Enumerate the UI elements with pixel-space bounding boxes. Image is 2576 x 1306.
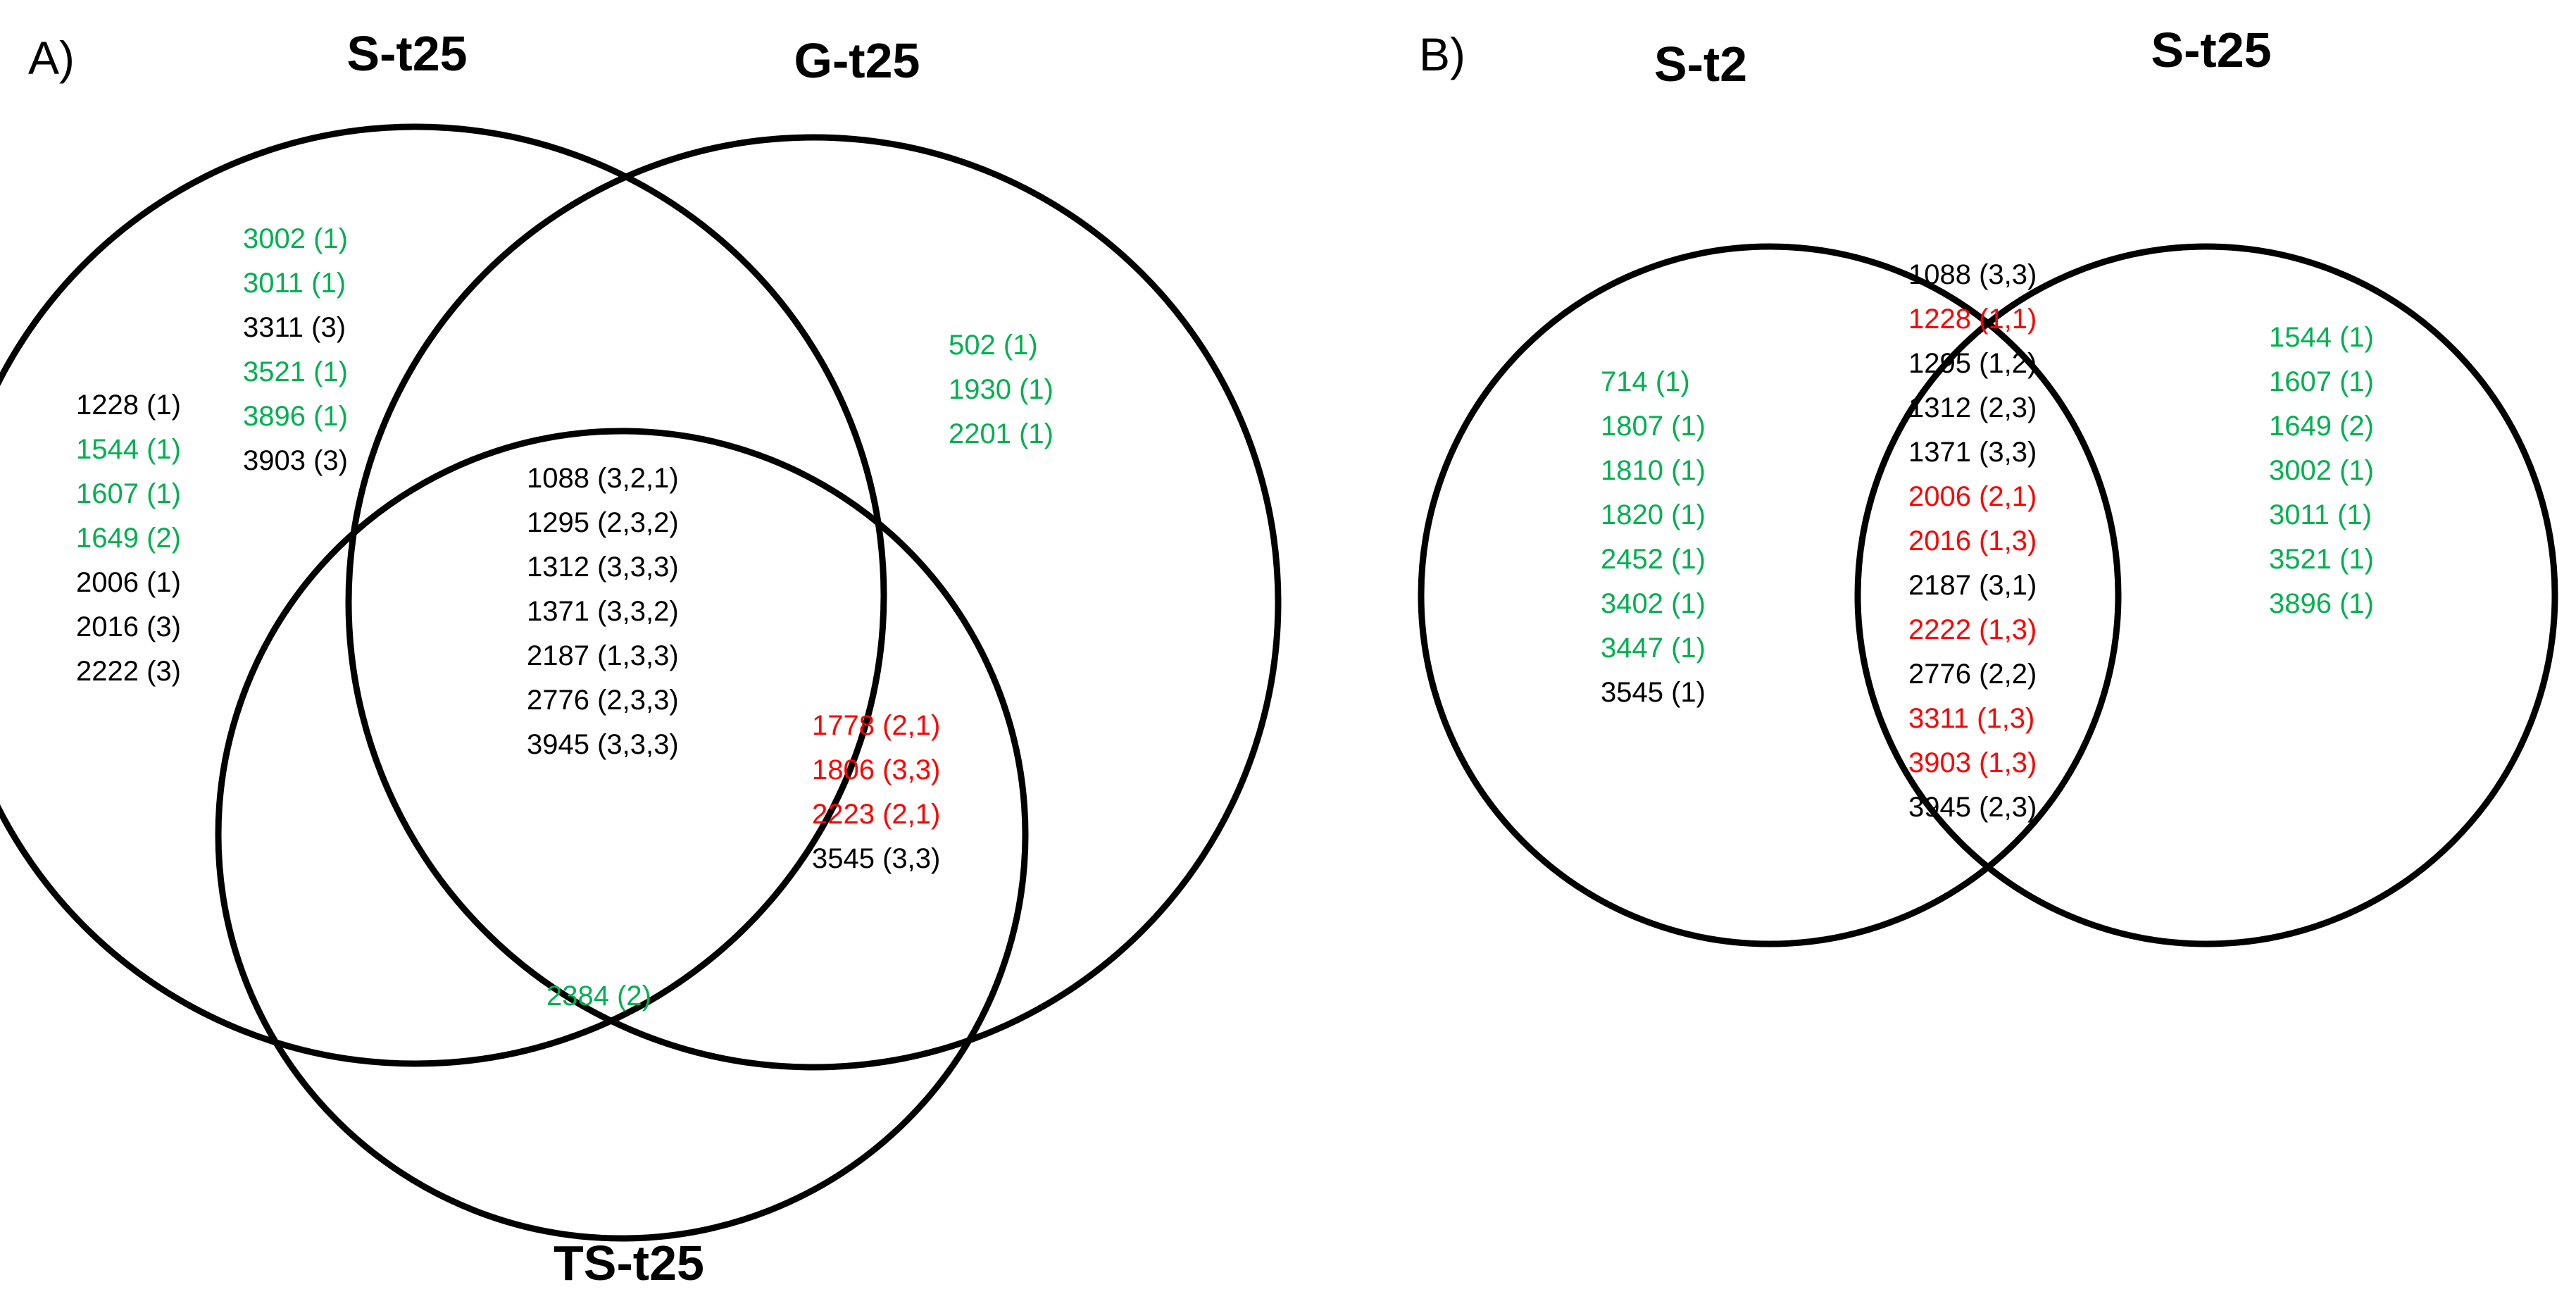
panel-a-label: A) bbox=[28, 32, 75, 84]
panel-b: B) S-t2 S-t25 714 (1) 1807 (1) 1810 (1) 182… bbox=[1418, 23, 2558, 947]
circle-g-t25 bbox=[345, 134, 1282, 1071]
region-item: 3011 (1) bbox=[243, 268, 346, 299]
region-item: 1312 (3,3,3) bbox=[527, 552, 679, 583]
region-overlap: 1088 (3,3) 1228 (1,1) 1295 (1,2) 1312 (2,3)… bbox=[1908, 259, 2037, 823]
region-item: 2223 (2,1) bbox=[812, 799, 940, 830]
region-ts-t25-only: 2384 (2) bbox=[546, 981, 651, 1012]
set-title-ts-t25: TS-t25 bbox=[554, 1236, 704, 1291]
region-item: 3945 (2,3) bbox=[1908, 792, 2037, 823]
region-item: 1312 (2,3) bbox=[1908, 392, 2037, 423]
region-item: 3903 (1,3) bbox=[1908, 747, 2037, 778]
region-item: 1371 (3,3,2) bbox=[527, 596, 679, 627]
region-item: 3311 (3) bbox=[243, 312, 346, 343]
region-s-t25-only-left: 1228 (1) 1544 (1) 1607 (1) 1649 (2) 2006 (1)… bbox=[76, 390, 181, 687]
region-item: 3545 (1) bbox=[1601, 677, 1706, 708]
region-item: 1807 (1) bbox=[1601, 411, 1706, 442]
region-item: 1778 (2,1) bbox=[812, 710, 940, 741]
region-item: 3011 (1) bbox=[2269, 499, 2372, 530]
region-item: 1088 (3,3) bbox=[1908, 259, 2037, 290]
region-item: 1607 (1) bbox=[2269, 366, 2374, 397]
region-s-t25-only-top: 3002 (1) 3011 (1) 3311 (3) 3521 (1) 3896 (1)… bbox=[243, 223, 348, 476]
region-item: 2016 (3) bbox=[76, 611, 181, 642]
region-item: 3896 (1) bbox=[2269, 588, 2374, 619]
region-item: 2006 (1) bbox=[76, 567, 181, 598]
region-item: 2384 (2) bbox=[546, 981, 651, 1012]
circle-s-t25 bbox=[0, 123, 887, 1067]
region-item: 3447 (1) bbox=[1601, 633, 1706, 664]
region-item: 1228 (1) bbox=[76, 390, 181, 421]
region-item: 1088 (3,2,1) bbox=[527, 463, 679, 494]
panel-b-label: B) bbox=[1419, 28, 1465, 80]
region-item: 1371 (3,3) bbox=[1908, 437, 2037, 468]
region-item: 3002 (1) bbox=[2269, 455, 2374, 486]
region-item: 2187 (1,3,3) bbox=[527, 640, 679, 671]
set-title-s-t25-b: S-t25 bbox=[2151, 23, 2271, 77]
set-title-g-t25: G-t25 bbox=[794, 33, 920, 88]
region-item: 1820 (1) bbox=[1601, 499, 1706, 530]
region-g-t25-ts-t25: 1778 (2,1) 1806 (3,3) 2223 (2,1) 3545 (3,3) bbox=[812, 710, 940, 874]
region-item: 2201 (1) bbox=[949, 418, 1053, 449]
region-item: 1228 (1,1) bbox=[1908, 304, 2037, 335]
set-title-s-t2: S-t2 bbox=[1654, 37, 1747, 92]
region-item: 3521 (1) bbox=[2269, 544, 2374, 575]
region-item: 2006 (2,1) bbox=[1908, 481, 2037, 512]
region-item: 3002 (1) bbox=[243, 223, 348, 254]
region-item: 3545 (3,3) bbox=[812, 843, 940, 874]
region-item: 1607 (1) bbox=[76, 478, 181, 509]
region-s-t25-only-b: 1544 (1) 1607 (1) 1649 (2) 3002 (1) 3011 (1)… bbox=[2269, 322, 2374, 619]
region-item: 1649 (2) bbox=[2269, 411, 2374, 442]
region-item: 3896 (1) bbox=[243, 401, 348, 432]
region-item: 2452 (1) bbox=[1601, 544, 1706, 575]
region-item: 2222 (3) bbox=[76, 656, 181, 687]
region-item: 1810 (1) bbox=[1601, 455, 1706, 486]
region-item: 1930 (1) bbox=[949, 374, 1053, 405]
region-item: 3945 (3,3,3) bbox=[527, 729, 679, 760]
region-item: 714 (1) bbox=[1601, 366, 1690, 397]
region-item: 1295 (2,3,2) bbox=[527, 507, 679, 538]
region-item: 2776 (2,3,3) bbox=[527, 685, 679, 716]
region-item: 2016 (1,3) bbox=[1908, 525, 2037, 556]
set-title-s-t25: S-t25 bbox=[346, 26, 467, 81]
region-item: 2187 (3,1) bbox=[1908, 570, 2037, 601]
region-item: 1806 (3,3) bbox=[812, 754, 940, 785]
region-item: 1295 (1,2) bbox=[1908, 348, 2037, 379]
region-item: 2222 (1,3) bbox=[1908, 614, 2037, 645]
region-item: 2776 (2,2) bbox=[1908, 659, 2037, 690]
region-s-t2-only: 714 (1) 1807 (1) 1810 (1) 1820 (1) 2452 (1) 3… bbox=[1601, 366, 1706, 708]
circle-ts-t25 bbox=[215, 428, 1029, 1242]
region-item: 502 (1) bbox=[949, 330, 1038, 361]
region-item: 1544 (1) bbox=[76, 434, 181, 465]
circle-s-t2 bbox=[1418, 243, 2122, 947]
region-item: 3903 (3) bbox=[243, 445, 348, 476]
region-g-t25-only: 502 (1) 1930 (1) 2201 (1) bbox=[949, 330, 1053, 449]
region-item: 1649 (2) bbox=[76, 523, 181, 554]
region-item: 1544 (1) bbox=[2269, 322, 2374, 353]
region-item: 3521 (1) bbox=[243, 356, 348, 387]
region-item: 3402 (1) bbox=[1601, 588, 1706, 619]
circle-s-t25-b bbox=[1854, 243, 2558, 947]
region-all-three: 1088 (3,2,1) 1295 (2,3,2) 1312 (3,3,3) 1371… bbox=[527, 463, 679, 760]
panel-a: A) S-t25 G-t25 TS-t25 3002 (1) 3011 (1) 33… bbox=[0, 26, 1282, 1291]
region-item: 3311 (1,3) bbox=[1908, 703, 2034, 734]
